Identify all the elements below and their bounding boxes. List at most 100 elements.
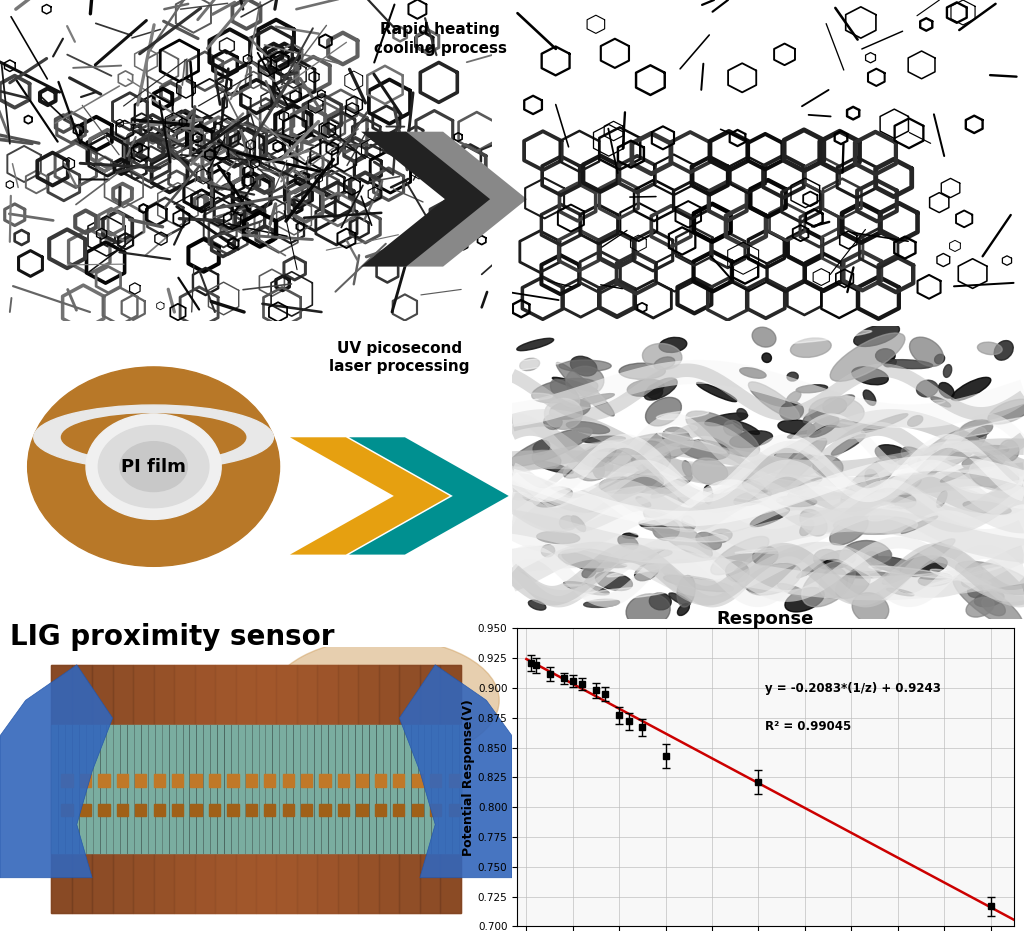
Bar bbox=[297, 665, 317, 913]
Text: Rapid heating
cooling process: Rapid heating cooling process bbox=[374, 22, 507, 56]
Ellipse shape bbox=[945, 436, 965, 455]
Ellipse shape bbox=[897, 478, 922, 493]
Ellipse shape bbox=[724, 421, 742, 436]
Ellipse shape bbox=[800, 509, 827, 536]
Polygon shape bbox=[349, 438, 509, 555]
Ellipse shape bbox=[657, 432, 726, 453]
Ellipse shape bbox=[696, 383, 736, 401]
Ellipse shape bbox=[901, 447, 937, 475]
Ellipse shape bbox=[98, 425, 209, 507]
Bar bbox=[246, 774, 257, 788]
Bar bbox=[246, 804, 257, 816]
Ellipse shape bbox=[565, 394, 614, 408]
Bar bbox=[283, 774, 294, 788]
Ellipse shape bbox=[647, 385, 663, 398]
Ellipse shape bbox=[775, 453, 823, 459]
Ellipse shape bbox=[635, 470, 664, 488]
Ellipse shape bbox=[951, 377, 991, 400]
Ellipse shape bbox=[751, 477, 840, 499]
Ellipse shape bbox=[598, 562, 627, 567]
Bar bbox=[393, 804, 404, 816]
Ellipse shape bbox=[558, 548, 618, 569]
Ellipse shape bbox=[809, 397, 864, 427]
Ellipse shape bbox=[791, 338, 831, 358]
Bar bbox=[209, 804, 220, 816]
Ellipse shape bbox=[868, 508, 900, 521]
Ellipse shape bbox=[852, 593, 889, 624]
Bar bbox=[51, 665, 72, 913]
Ellipse shape bbox=[596, 573, 633, 590]
Ellipse shape bbox=[900, 556, 947, 576]
Ellipse shape bbox=[664, 425, 697, 433]
Ellipse shape bbox=[653, 519, 679, 540]
Ellipse shape bbox=[639, 520, 679, 533]
Bar bbox=[117, 804, 128, 816]
Bar bbox=[356, 804, 368, 816]
Ellipse shape bbox=[483, 358, 569, 372]
Ellipse shape bbox=[552, 377, 597, 392]
Ellipse shape bbox=[567, 486, 645, 508]
Ellipse shape bbox=[935, 355, 945, 364]
Ellipse shape bbox=[571, 516, 586, 532]
Ellipse shape bbox=[550, 400, 590, 419]
Ellipse shape bbox=[868, 476, 884, 494]
Ellipse shape bbox=[751, 507, 790, 527]
Bar bbox=[338, 804, 349, 816]
Bar bbox=[190, 804, 202, 816]
Ellipse shape bbox=[813, 455, 843, 478]
Ellipse shape bbox=[931, 397, 950, 407]
Ellipse shape bbox=[959, 359, 991, 371]
Ellipse shape bbox=[916, 426, 986, 473]
Ellipse shape bbox=[785, 391, 801, 405]
Ellipse shape bbox=[737, 409, 748, 419]
Bar bbox=[190, 774, 202, 788]
Ellipse shape bbox=[642, 344, 682, 370]
Ellipse shape bbox=[643, 508, 713, 558]
Ellipse shape bbox=[631, 441, 671, 473]
Ellipse shape bbox=[776, 496, 817, 506]
Ellipse shape bbox=[967, 567, 983, 586]
Bar bbox=[264, 774, 275, 788]
Ellipse shape bbox=[973, 446, 1009, 455]
Ellipse shape bbox=[649, 593, 672, 610]
Ellipse shape bbox=[841, 456, 898, 505]
Ellipse shape bbox=[953, 575, 1023, 629]
Ellipse shape bbox=[964, 501, 1011, 514]
Ellipse shape bbox=[962, 577, 974, 587]
Bar bbox=[358, 665, 379, 913]
Ellipse shape bbox=[630, 527, 728, 542]
Bar bbox=[236, 665, 256, 913]
Bar bbox=[375, 774, 386, 788]
Text: PI film: PI film bbox=[121, 458, 186, 476]
Ellipse shape bbox=[943, 365, 951, 377]
Ellipse shape bbox=[999, 440, 1019, 461]
Ellipse shape bbox=[643, 459, 663, 471]
Ellipse shape bbox=[582, 567, 596, 578]
Ellipse shape bbox=[523, 494, 555, 504]
Bar bbox=[283, 804, 294, 816]
Ellipse shape bbox=[865, 469, 880, 490]
Ellipse shape bbox=[686, 411, 760, 456]
Bar bbox=[375, 804, 386, 816]
Ellipse shape bbox=[644, 378, 677, 400]
Ellipse shape bbox=[745, 563, 801, 595]
Ellipse shape bbox=[566, 422, 609, 434]
Ellipse shape bbox=[945, 414, 1024, 439]
Ellipse shape bbox=[852, 367, 888, 385]
Ellipse shape bbox=[517, 338, 554, 351]
Ellipse shape bbox=[268, 638, 500, 762]
Bar bbox=[430, 774, 441, 788]
Ellipse shape bbox=[752, 327, 776, 347]
Ellipse shape bbox=[542, 545, 555, 557]
Ellipse shape bbox=[550, 380, 580, 407]
Ellipse shape bbox=[664, 575, 733, 591]
Text: UV picosecond
laser processing: UV picosecond laser processing bbox=[329, 341, 470, 374]
Ellipse shape bbox=[545, 398, 583, 429]
Ellipse shape bbox=[635, 563, 658, 581]
Ellipse shape bbox=[628, 380, 664, 397]
Ellipse shape bbox=[120, 441, 187, 492]
Ellipse shape bbox=[963, 454, 1005, 470]
Ellipse shape bbox=[955, 561, 1024, 595]
Ellipse shape bbox=[739, 368, 766, 378]
Bar bbox=[379, 665, 399, 913]
